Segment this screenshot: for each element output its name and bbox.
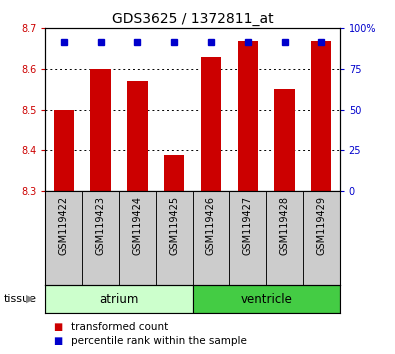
Bar <box>164 154 184 191</box>
Text: GSM119426: GSM119426 <box>206 196 216 255</box>
Bar <box>266 191 303 285</box>
Text: atrium: atrium <box>99 293 139 306</box>
Text: ▶: ▶ <box>26 294 34 304</box>
Text: GSM119422: GSM119422 <box>59 196 69 255</box>
Bar <box>119 191 156 285</box>
Text: GSM119423: GSM119423 <box>96 196 105 255</box>
Bar <box>193 285 340 313</box>
Bar <box>193 191 229 285</box>
Bar <box>311 40 331 191</box>
Text: transformed count: transformed count <box>71 322 168 332</box>
Bar <box>303 191 340 285</box>
Text: tissue: tissue <box>4 294 37 304</box>
Bar <box>238 40 258 191</box>
Bar <box>45 191 82 285</box>
Bar <box>156 191 193 285</box>
Text: GSM119427: GSM119427 <box>243 196 253 255</box>
Text: GSM119424: GSM119424 <box>132 196 142 255</box>
Text: GSM119425: GSM119425 <box>169 196 179 255</box>
Text: GSM119428: GSM119428 <box>280 196 290 255</box>
Bar <box>201 57 221 191</box>
Title: GDS3625 / 1372811_at: GDS3625 / 1372811_at <box>112 12 273 26</box>
Text: ■: ■ <box>53 322 62 332</box>
Bar <box>275 89 295 191</box>
Text: GSM119429: GSM119429 <box>316 196 326 255</box>
Bar <box>90 69 111 191</box>
Text: ventricle: ventricle <box>240 293 292 306</box>
Bar <box>127 81 147 191</box>
Bar <box>54 110 74 191</box>
Bar <box>45 285 193 313</box>
Bar <box>82 191 119 285</box>
Text: percentile rank within the sample: percentile rank within the sample <box>71 336 247 346</box>
Bar <box>229 191 266 285</box>
Text: ■: ■ <box>53 336 62 346</box>
